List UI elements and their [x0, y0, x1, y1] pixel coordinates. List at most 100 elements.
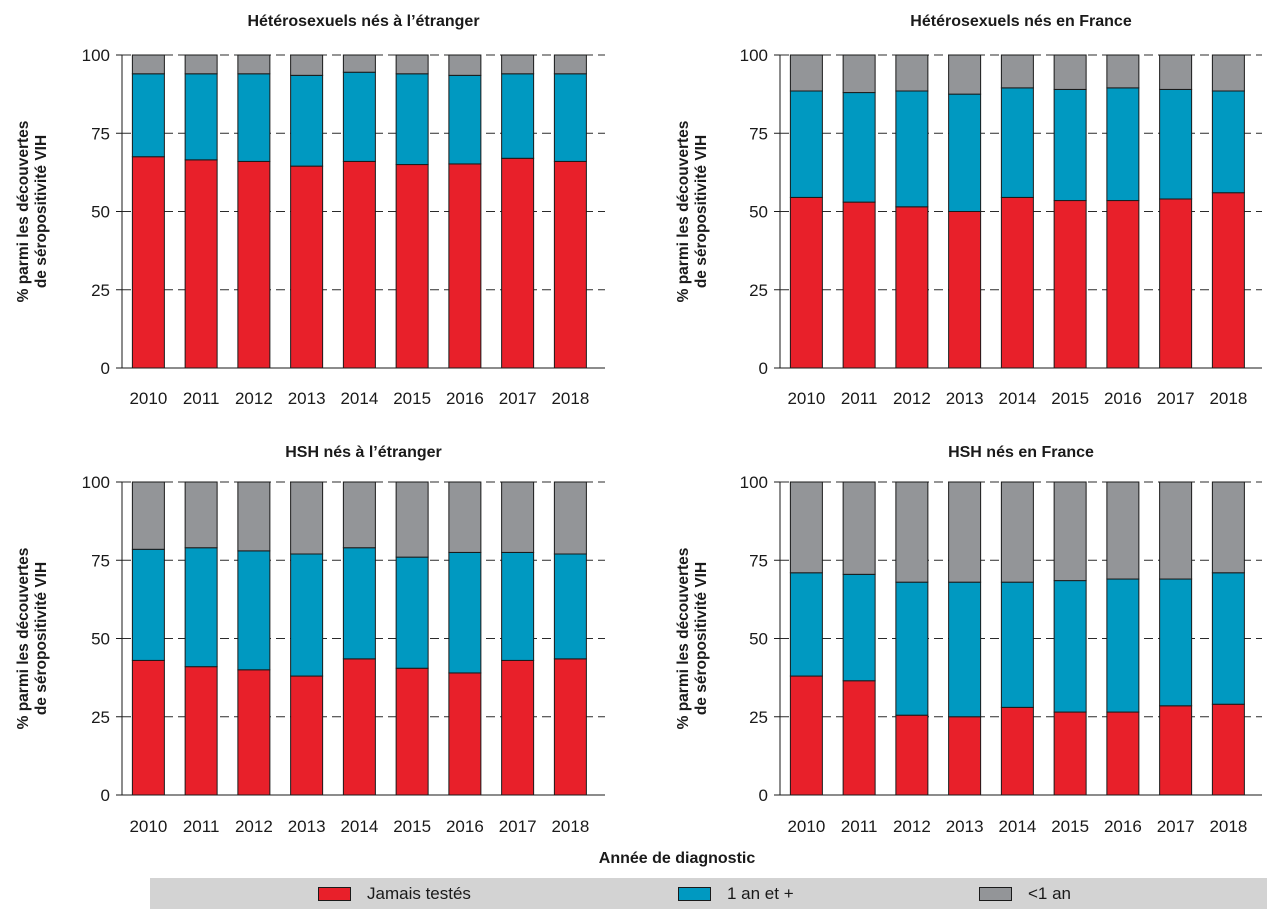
bar-segment	[448, 551, 482, 674]
bar-segment	[1211, 703, 1245, 796]
bar-segment	[1000, 581, 1034, 708]
bar-segment	[290, 553, 324, 677]
y-tick-label: 75	[749, 551, 768, 570]
bar-segment	[789, 675, 823, 796]
y-axis-label-line2: de séropositivité VIH	[693, 135, 710, 288]
legend-swatch-blue	[678, 886, 711, 901]
bar-segment	[342, 481, 376, 549]
y-tick-label: 0	[759, 359, 768, 378]
x-tick-label: 2010	[787, 389, 825, 408]
x-tick-label: 2013	[946, 389, 984, 408]
bar-segment	[1053, 481, 1087, 582]
y-axis-label-line1: % parmi les découvertes	[15, 548, 32, 730]
y-axis-label-line2: de séropositivité VIH	[693, 562, 710, 715]
bar-segment	[131, 73, 165, 158]
bar-segment	[948, 581, 982, 718]
legend-swatch-grey	[979, 886, 1012, 901]
bar-segment	[184, 54, 218, 75]
bar-segment	[789, 90, 823, 198]
bar-segment	[1211, 572, 1245, 705]
x-tick-label: 2012	[893, 389, 931, 408]
x-tick-label: 2015	[393, 389, 431, 408]
bar-segment	[895, 581, 929, 716]
bar-segment	[842, 201, 876, 369]
x-tick-label: 2010	[129, 817, 167, 836]
x-tick-label: 2017	[1157, 389, 1195, 408]
bar-segment	[1053, 54, 1087, 90]
x-tick-label: 2010	[787, 817, 825, 836]
bar-segment	[184, 666, 218, 796]
bar-segment	[1159, 88, 1193, 200]
bar-segment	[553, 54, 587, 75]
legend: Jamais testés 1 an et + <1 an	[150, 878, 1267, 909]
bar-segment	[131, 156, 165, 369]
bar-segment	[1053, 200, 1087, 369]
y-tick-label: 50	[91, 203, 110, 222]
y-axis-label: % parmi les découvertesde séropositivité…	[15, 548, 50, 730]
bar-segment	[395, 556, 429, 669]
bar-segment	[184, 481, 218, 549]
bar-segment	[1106, 578, 1140, 713]
bar-segment	[237, 54, 271, 75]
bar-segment	[842, 54, 876, 94]
bar-segment	[1106, 54, 1140, 89]
x-tick-label: 2016	[1104, 817, 1142, 836]
y-tick-label: 75	[749, 124, 768, 143]
bar-segment	[1106, 711, 1140, 796]
x-axis-label: Année de diagnostic	[599, 850, 756, 867]
bar-segment	[448, 163, 482, 369]
y-axis-label-line2: de séropositivité VIH	[33, 562, 50, 715]
x-tick-label: 2012	[235, 389, 273, 408]
bar-segment	[1159, 198, 1193, 369]
bar-segment	[895, 714, 929, 796]
legend-swatch-red	[318, 886, 351, 901]
bar-segment	[1211, 481, 1245, 574]
bar-segment	[184, 159, 218, 369]
bar-segment	[1159, 578, 1193, 707]
bar-segment	[1000, 196, 1034, 369]
x-tick-label: 2016	[1104, 389, 1142, 408]
x-tick-label: 2016	[446, 389, 484, 408]
legend-item-moins-1-an: <1 an	[979, 878, 1071, 909]
bar-segment	[501, 73, 535, 159]
y-tick-label: 100	[82, 46, 110, 65]
bar-segment	[1000, 54, 1034, 89]
bar-segment	[842, 92, 876, 203]
x-tick-label: 2013	[288, 389, 326, 408]
y-tick-label: 25	[91, 281, 110, 300]
x-tick-label: 2011	[183, 389, 220, 408]
x-tick-label: 2018	[1209, 817, 1247, 836]
x-tick-label: 2015	[1051, 817, 1089, 836]
x-tick-label: 2012	[235, 817, 273, 836]
bar-segment	[237, 73, 271, 162]
bar-segment	[501, 659, 535, 796]
y-tick-label: 25	[749, 708, 768, 727]
bar-segment	[501, 551, 535, 661]
y-tick-label: 100	[82, 473, 110, 492]
x-tick-label: 2012	[893, 817, 931, 836]
bar-segment	[948, 211, 982, 369]
bar-segment	[895, 206, 929, 369]
chart-panel: Hétérosexuels nés en France 0 25 50 75 100 % p…	[675, 13, 1262, 408]
x-tick-label: 2010	[129, 389, 167, 408]
bar-segment	[895, 90, 929, 208]
bar-segment	[501, 54, 535, 75]
bar-segment	[1053, 711, 1087, 796]
chart-panel: HSH nés à l’étranger 0 25 50 75 100 % parmi le…	[15, 444, 605, 836]
bar-segment	[789, 572, 823, 677]
panel-title: HSH nés en France	[948, 444, 1094, 461]
bar-segment	[395, 667, 429, 796]
bar-segment	[342, 160, 376, 369]
bar-segment	[1000, 706, 1034, 796]
bar-segment	[501, 481, 535, 553]
bar-segment	[1000, 87, 1034, 198]
bar-segment	[395, 73, 429, 166]
x-tick-label: 2018	[551, 817, 589, 836]
legend-label: <1 an	[1028, 883, 1072, 903]
x-tick-label: 2015	[1051, 389, 1089, 408]
y-tick-label: 75	[91, 551, 110, 570]
x-tick-label: 2018	[1209, 389, 1247, 408]
bar-segment	[131, 54, 165, 75]
bar-segment	[1053, 580, 1087, 713]
